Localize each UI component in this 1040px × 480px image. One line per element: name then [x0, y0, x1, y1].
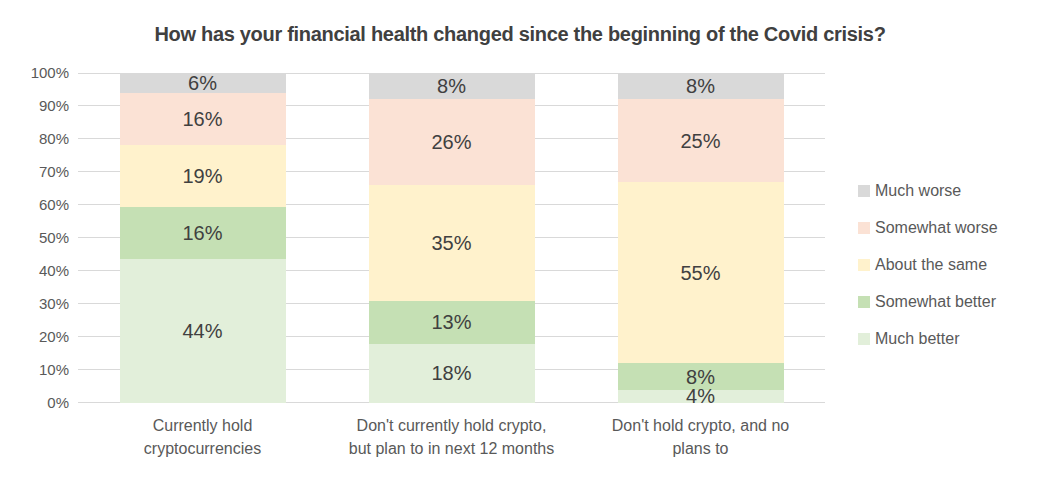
y-axis-tick-label: 70%: [9, 162, 69, 182]
bar-segment: 16%: [120, 207, 286, 259]
legend-item: Much better: [858, 320, 998, 357]
bar-segment: 35%: [369, 185, 535, 301]
bar-segment: 19%: [120, 145, 286, 207]
y-axis-tick-label: 30%: [9, 294, 69, 314]
legend-label: About the same: [875, 256, 987, 274]
y-axis-tick-label: 50%: [9, 228, 69, 248]
legend-item: About the same: [858, 246, 998, 283]
legend-label: Much better: [875, 330, 959, 348]
bar-segment-label: 16%: [182, 109, 222, 129]
chart-title: How has your financial health changed si…: [0, 20, 1040, 48]
legend-swatch: [858, 296, 870, 308]
legend-swatch: [858, 222, 870, 234]
stacked-bar: 18% 13% 35% 26% 8%: [369, 73, 535, 403]
legend-item: Much worse: [858, 172, 998, 209]
bar-segment: 4%: [618, 390, 784, 403]
bar-segment-label: 16%: [182, 223, 222, 243]
bar-segment-label: 19%: [182, 166, 222, 186]
category-label: Currently hold cryptocurrencies: [78, 414, 327, 460]
y-axis-tick-label: 90%: [9, 96, 69, 116]
bar-segment-label: 8%: [686, 367, 715, 387]
legend-swatch: [858, 185, 870, 197]
bar-segment: 16%: [120, 93, 286, 145]
y-axis-tick-label: 40%: [9, 261, 69, 281]
legend-label: Much worse: [875, 182, 961, 200]
y-axis-tick-label: 100%: [9, 63, 69, 83]
bar-segment-label: 35%: [431, 233, 471, 253]
legend-label: Somewhat worse: [875, 219, 998, 237]
bar-segment: 8%: [369, 73, 535, 99]
legend-label: Somewhat better: [875, 293, 996, 311]
y-axis-tick-label: 10%: [9, 360, 69, 380]
bar-segment: 26%: [369, 99, 535, 185]
category-label: Don't currently hold crypto, but plan to…: [327, 414, 576, 460]
bar-segment-label: 8%: [437, 76, 466, 96]
bar-segment-label: 6%: [188, 73, 217, 93]
legend-item: Somewhat better: [858, 283, 998, 320]
bar-segment-label: 13%: [431, 312, 471, 332]
bar-segment: 18%: [369, 344, 535, 403]
stacked-bar-chart: How has your financial health changed si…: [0, 0, 1040, 480]
bar-segment-label: 25%: [680, 131, 720, 151]
y-axis-tick-label: 20%: [9, 327, 69, 347]
bar-segment: 6%: [120, 73, 286, 93]
bar-segment: 55%: [618, 182, 784, 364]
legend-swatch: [858, 333, 870, 345]
bar-segment: 8%: [618, 73, 784, 99]
y-axis-tick-label: 0%: [9, 393, 69, 413]
legend-item: Somewhat worse: [858, 209, 998, 246]
bar-segment-label: 8%: [686, 76, 715, 96]
stacked-bar: 44% 16% 19% 16% 6%: [120, 73, 286, 403]
legend: Much worse Somewhat worse About the same So…: [858, 172, 998, 357]
bar-segment: 25%: [618, 99, 784, 182]
y-axis-tick-label: 80%: [9, 129, 69, 149]
bar-segment-label: 4%: [686, 386, 715, 406]
y-axis-tick-label: 60%: [9, 195, 69, 215]
stacked-bar: 4%8%55%25%8%: [618, 73, 784, 403]
category-label: Don't hold crypto, and no plans to: [576, 414, 825, 460]
bar-segment-label: 18%: [431, 363, 471, 383]
plot-area: 0%10%20%30%40%50%60%70%80%90%100%44%16%1…: [78, 73, 825, 403]
bar-segment-label: 26%: [431, 132, 471, 152]
bar-segment: 44%: [120, 259, 286, 403]
bar-segment-label: 44%: [182, 321, 222, 341]
bar-segment-label: 55%: [680, 263, 720, 283]
bar-segment: 13%: [369, 301, 535, 344]
legend-swatch: [858, 259, 870, 271]
